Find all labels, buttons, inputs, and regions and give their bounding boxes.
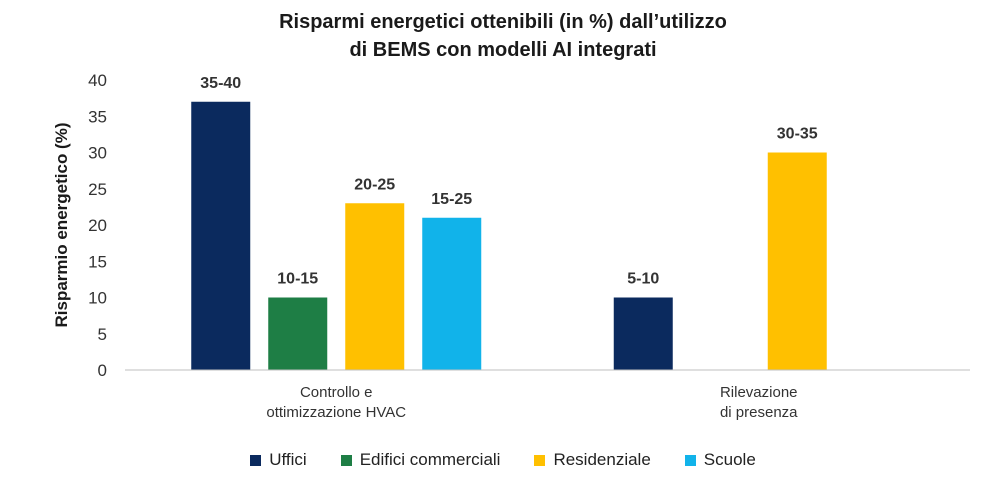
- legend-item: Uffici: [250, 450, 307, 470]
- chart-title: Risparmi energetici ottenibili (in %) da…: [0, 8, 1006, 64]
- y-tick-label: 10: [88, 289, 107, 308]
- data-label: 5-10: [627, 271, 659, 288]
- x-category-label: Rilevazione: [720, 384, 798, 401]
- data-label: 30-35: [777, 126, 818, 143]
- legend-label: Residenziale: [553, 450, 651, 469]
- y-tick-label: 25: [88, 180, 107, 199]
- data-label: 35-40: [200, 75, 241, 92]
- legend-item: Scuole: [684, 450, 756, 470]
- x-category-label: Controllo e: [300, 384, 373, 401]
- y-tick-label: 30: [88, 144, 107, 163]
- y-tick-label: 15: [88, 252, 107, 271]
- y-tick-label: 20: [88, 216, 107, 235]
- y-tick-label: 5: [98, 325, 107, 344]
- chart-title-line-2: di BEMS con modelli AI integrati: [349, 39, 657, 61]
- data-label: 10-15: [277, 271, 318, 288]
- bars: [191, 101, 827, 370]
- data-label: 15-25: [431, 191, 472, 208]
- bar: [767, 152, 827, 370]
- data-labels: 35-40 10-15 20-25 15-25 5-10 30-35: [200, 75, 818, 288]
- legend-label: Uffici: [269, 450, 307, 469]
- legend: Uffici Edifici commerciali Residenziale Scu…: [0, 450, 1006, 470]
- legend-item: Residenziale: [534, 450, 651, 470]
- bar: [268, 297, 328, 370]
- legend-swatch: [340, 454, 352, 466]
- legend-swatch: [534, 454, 546, 466]
- x-category-label: di presenza: [720, 404, 798, 421]
- y-tick-label: 0: [98, 361, 107, 380]
- bar-chart: 0 5 10 15 20 25 30 35 40 35-40 10-15 20-25 15-25 5-1…: [52, 71, 970, 421]
- x-axis-categories: Controllo e ottimizzazione HVAC Rilevazion…: [266, 384, 798, 421]
- x-category-label: ottimizzazione HVAC: [266, 404, 406, 421]
- legend-label: Scuole: [703, 450, 756, 469]
- legend-label: Edifici commerciali: [359, 450, 501, 469]
- y-tick-label: 40: [88, 71, 107, 90]
- bar: [345, 203, 405, 370]
- legend-swatch: [250, 454, 262, 466]
- y-axis-label: Risparmio energetico (%): [52, 123, 71, 328]
- y-axis-ticks: 0 5 10 15 20 25 30 35 40: [88, 71, 107, 380]
- y-tick-label: 35: [88, 107, 107, 126]
- bar: [191, 101, 251, 370]
- chart-title-line-1: Risparmi energetici ottenibili (in %) da…: [279, 11, 727, 33]
- bar: [422, 217, 482, 370]
- legend-swatch: [684, 454, 696, 466]
- bar: [613, 297, 673, 370]
- legend-item: Edifici commerciali: [340, 450, 501, 470]
- data-label: 20-25: [354, 176, 395, 193]
